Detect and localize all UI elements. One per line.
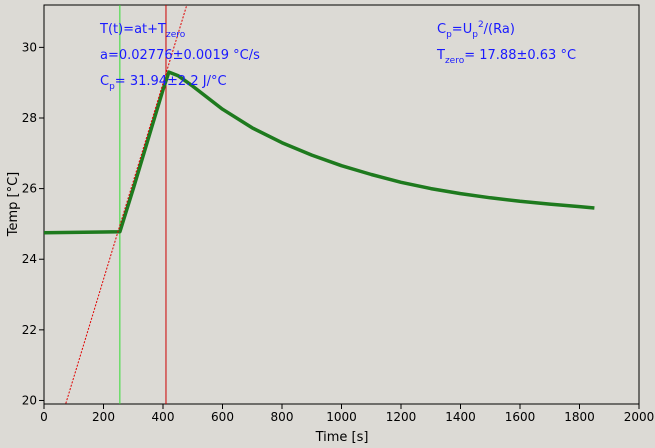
x-axis-label: Time [s] xyxy=(315,430,369,445)
y-tick-label: 24 xyxy=(22,252,37,266)
fit-formula-annotation: T(t)=at+Tzero xyxy=(99,22,186,40)
x-tick-label: 600 xyxy=(211,410,234,424)
measured-line xyxy=(44,70,595,235)
x-tick-label: 1000 xyxy=(326,410,357,424)
x-tick-label: 200 xyxy=(92,410,115,424)
y-tick-label: 20 xyxy=(22,393,37,407)
x-tick-label: 800 xyxy=(271,410,294,424)
y-tick-label: 28 xyxy=(22,111,37,125)
x-tick-label: 1800 xyxy=(564,410,595,424)
y-tick-label: 22 xyxy=(22,323,37,337)
x-ticks: 0 200 400 600 800 1000 1200 1400 1600 1800 2000 xyxy=(40,404,654,424)
tzero-annotation: Tzero= 17.88±0.63 °C xyxy=(436,48,576,66)
y-tick-label: 30 xyxy=(22,40,37,54)
x-tick-label: 1600 xyxy=(505,410,536,424)
cp-value-annotation: Cp= 31.94±2.2 J/°C xyxy=(100,74,227,92)
x-tick-label: 2000 xyxy=(624,410,655,424)
y-axis-label: Temp [°C] xyxy=(6,172,21,238)
x-tick-label: 400 xyxy=(152,410,175,424)
x-tick-label: 0 xyxy=(40,410,48,424)
y-ticks: 20 22 24 26 28 30 xyxy=(22,40,44,407)
cp-formula-annotation: Cp=Up2/(Ra) xyxy=(437,20,515,40)
marks-layer xyxy=(44,5,595,404)
x-tick-label: 1200 xyxy=(386,410,417,424)
slope-annotation: a=0.02776±0.0019 °C/s xyxy=(100,48,260,63)
y-tick-label: 26 xyxy=(22,182,37,196)
x-tick-label: 1400 xyxy=(445,410,476,424)
